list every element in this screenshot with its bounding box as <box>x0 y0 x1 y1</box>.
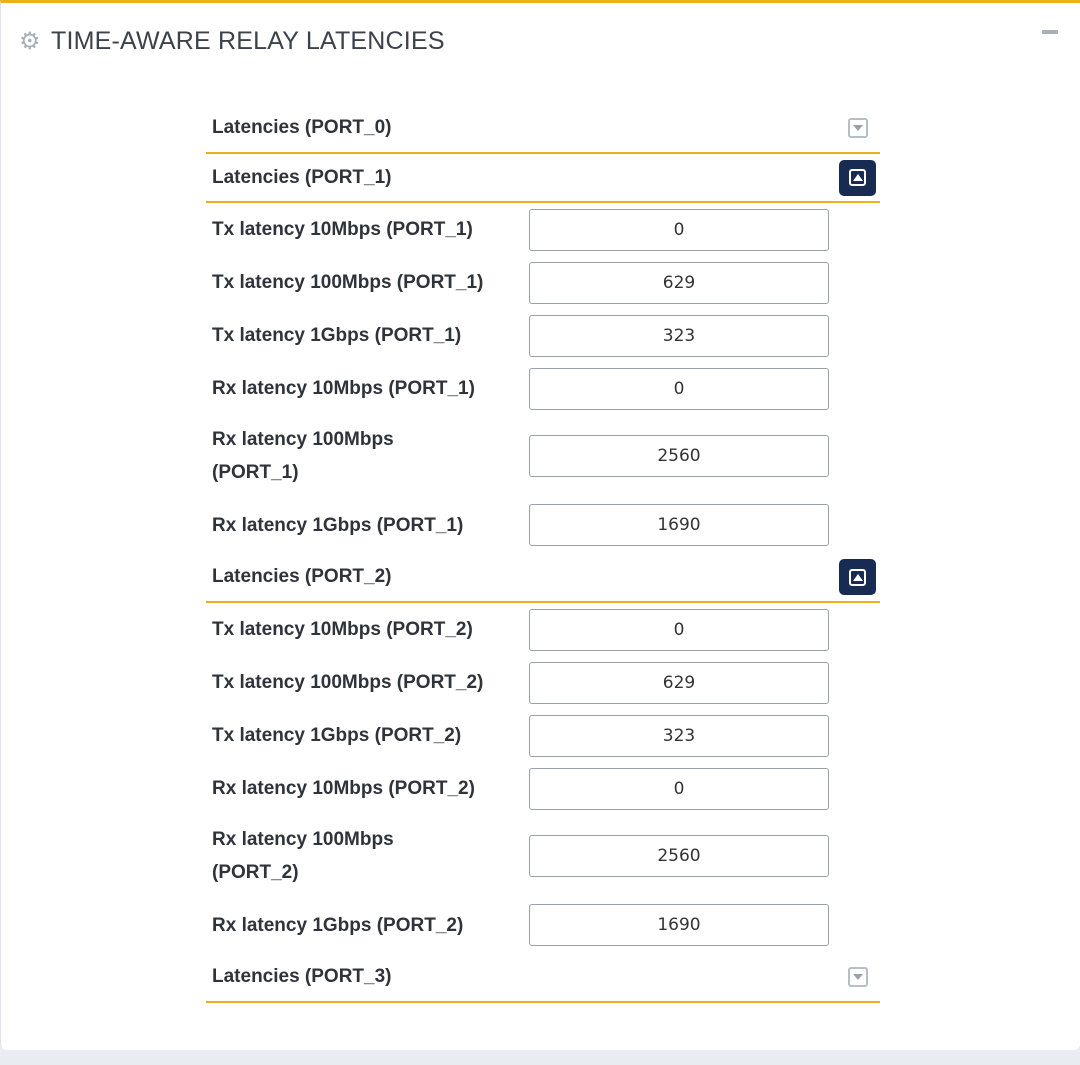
triangle-up-icon <box>852 573 863 581</box>
latency-input[interactable] <box>529 608 829 651</box>
triangle-down-icon <box>853 974 863 980</box>
latency-label: Rx latency 100Mbps (PORT_2) <box>212 829 394 883</box>
latency-label: Tx latency 10Mbps (PORT_1) <box>212 219 473 240</box>
latency-row: Rx latency 10Mbps (PORT_1) <box>206 362 880 415</box>
latency-row: Rx latency 100Mbps (PORT_2) <box>206 815 880 897</box>
latency-label: Rx latency 100Mbps (PORT_1) <box>212 429 394 483</box>
latency-label: Tx latency 100Mbps (PORT_1) <box>212 272 484 293</box>
latency-row: Rx latency 1Gbps (PORT_2) <box>206 897 880 953</box>
latency-input[interactable] <box>529 261 829 304</box>
latency-input[interactable] <box>529 504 829 546</box>
latency-input[interactable] <box>529 435 829 477</box>
latency-label: Rx latency 1Gbps (PORT_2) <box>212 914 464 936</box>
collapse-section-button[interactable] <box>839 559 876 595</box>
latency-row: Rx latency 10Mbps (PORT_2) <box>206 762 880 815</box>
latency-row: Rx latency 100Mbps (PORT_1) <box>206 415 880 497</box>
expand-section-button[interactable] <box>848 118 868 138</box>
latency-input[interactable] <box>529 904 829 946</box>
collapse-section-button[interactable] <box>839 159 876 196</box>
latency-label: Tx latency 10Mbps (PORT_2) <box>212 619 473 640</box>
section-header-port-3[interactable]: Latencies (PORT_3) <box>206 953 880 1003</box>
latency-row: Tx latency 10Mbps (PORT_1) <box>206 203 880 256</box>
latency-row: Tx latency 10Mbps (PORT_2) <box>206 603 880 656</box>
gear-icon: ⚙ <box>19 27 41 55</box>
latency-row: Tx latency 1Gbps (PORT_2) <box>206 709 880 762</box>
latency-row: Tx latency 100Mbps (PORT_2) <box>206 656 880 709</box>
latency-label: Rx latency 10Mbps (PORT_2) <box>212 778 475 799</box>
panel-title: TIME-AWARE RELAY LATENCIES <box>51 27 445 55</box>
section-header-port-0[interactable]: Latencies (PORT_0) <box>206 104 880 154</box>
triangle-down-icon <box>853 125 863 131</box>
section-label: Latencies (PORT_1) <box>212 166 392 188</box>
latency-input[interactable] <box>529 208 829 251</box>
latency-label: Rx latency 1Gbps (PORT_1) <box>212 514 464 536</box>
latency-label: Rx latency 10Mbps (PORT_1) <box>212 378 475 399</box>
latency-label: Tx latency 100Mbps (PORT_2) <box>212 672 484 693</box>
sections-container: Latencies (PORT_0) Latencies (PORT_1) Tx l… <box>206 104 880 1003</box>
latency-input[interactable] <box>529 661 829 704</box>
panel-header: ⚙ TIME-AWARE RELAY LATENCIES <box>19 27 445 56</box>
latency-label: Tx latency 1Gbps (PORT_1) <box>212 325 462 346</box>
latency-input[interactable] <box>529 367 829 410</box>
latency-input[interactable] <box>529 767 829 810</box>
latency-input[interactable] <box>529 314 829 357</box>
section-header-port-1[interactable]: Latencies (PORT_1) <box>206 154 880 203</box>
section-label: Latencies (PORT_3) <box>212 966 392 987</box>
latency-input[interactable] <box>529 835 829 877</box>
triangle-up-icon <box>852 174 863 181</box>
latency-input[interactable] <box>529 714 829 757</box>
expand-section-button[interactable] <box>848 967 868 987</box>
latency-row: Tx latency 100Mbps (PORT_1) <box>206 256 880 309</box>
latency-row: Rx latency 1Gbps (PORT_1) <box>206 497 880 553</box>
section-header-port-2[interactable]: Latencies (PORT_2) <box>206 553 880 603</box>
latency-label: Tx latency 1Gbps (PORT_2) <box>212 725 462 746</box>
section-label: Latencies (PORT_0) <box>212 117 392 138</box>
section-label: Latencies (PORT_2) <box>212 566 392 587</box>
latency-row: Tx latency 1Gbps (PORT_1) <box>206 309 880 362</box>
minus-icon[interactable] <box>1042 30 1058 34</box>
